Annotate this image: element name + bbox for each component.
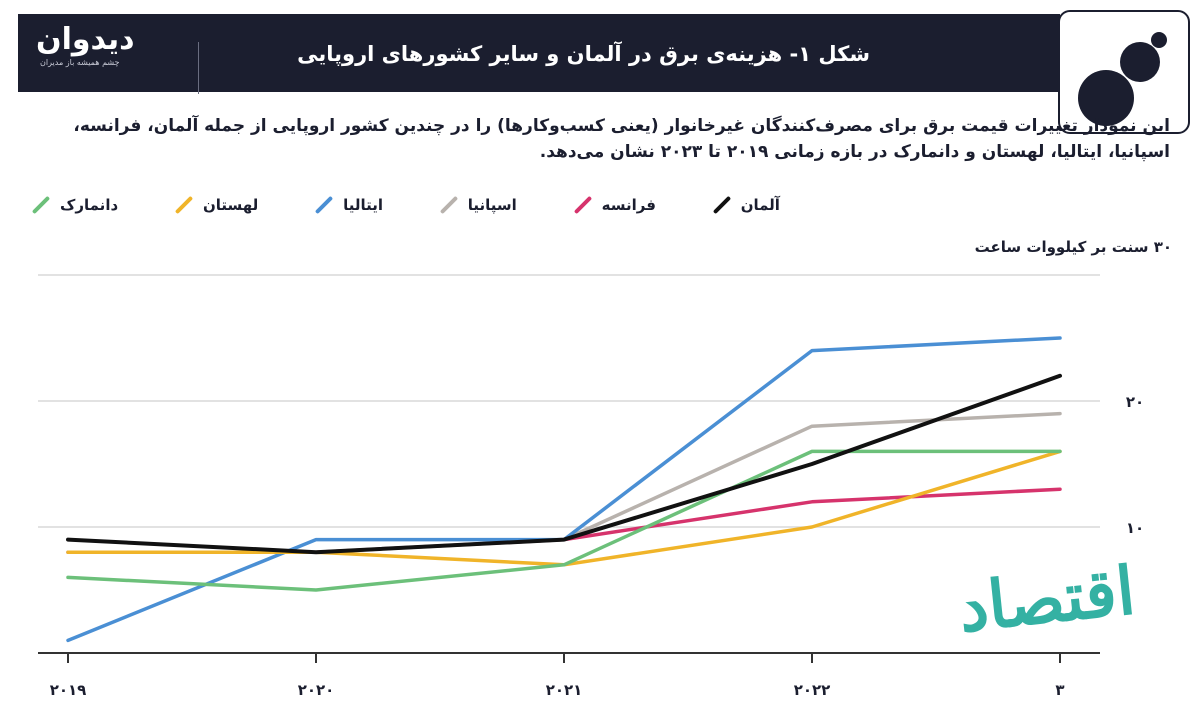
legend-label: آلمان bbox=[740, 196, 780, 214]
series-line-2 bbox=[66, 487, 1062, 554]
chart-description: این نمودار تغییرات قیمت برق برای مصرف‌کن… bbox=[73, 116, 1170, 162]
y-tick-label: ۱۰ bbox=[1126, 519, 1144, 537]
y-axis-unit-label: ۳۰ سنت بر کیلووات ساعت bbox=[974, 238, 1172, 256]
y-tick-label: ۲۰ bbox=[1126, 393, 1144, 411]
series-line-6 bbox=[66, 449, 1062, 592]
legend-label: فرانسه bbox=[601, 196, 656, 214]
legend-item: لهستان bbox=[173, 195, 259, 215]
figure-title: شکل ۱- هزینه‌ی برق در آلمان و سایر کشوره… bbox=[297, 42, 870, 66]
series-line-4 bbox=[66, 336, 1062, 643]
legend-label: ایتالیا bbox=[343, 196, 383, 214]
x-tick-label: ۳ bbox=[1055, 681, 1064, 699]
brand-icon-box bbox=[1058, 10, 1190, 134]
legend-item: ایتالیا bbox=[313, 195, 383, 215]
legend-item: آلمان bbox=[711, 195, 780, 215]
brand-name: دیدوان bbox=[36, 22, 135, 57]
brand-logo: دیدوان چشم همیشه باز مدیران bbox=[36, 22, 166, 86]
legend-label: دانمارک bbox=[60, 196, 119, 214]
x-tick-label: ۲۰۱۹ bbox=[50, 681, 87, 699]
x-tick-label: ۲۰۲۱ bbox=[546, 681, 583, 699]
series-line-3 bbox=[66, 411, 1062, 554]
title-divider bbox=[198, 42, 199, 94]
series-line-1 bbox=[66, 373, 1062, 555]
header-bar bbox=[18, 14, 1060, 94]
legend-item: دانمارک bbox=[30, 195, 119, 215]
legend-item: اسپانیا bbox=[438, 195, 517, 215]
dots-logo-icon bbox=[1078, 32, 1167, 126]
legend-label: لهستان bbox=[202, 196, 259, 214]
brand-tagline: چشم همیشه باز مدیران bbox=[40, 58, 120, 67]
watermark-logo: اقتصاد bbox=[954, 551, 1139, 648]
legend-item: فرانسه bbox=[572, 195, 656, 215]
x-tick-label: ۲۰۲۲ bbox=[794, 681, 831, 699]
legend-label: اسپانیا bbox=[467, 196, 517, 214]
x-tick-label: ۲۰۲۰ bbox=[298, 681, 335, 699]
chart-legend: آلمان فرانسه اسپانیا ایتالیا لهستان دانمارک bbox=[30, 190, 780, 220]
